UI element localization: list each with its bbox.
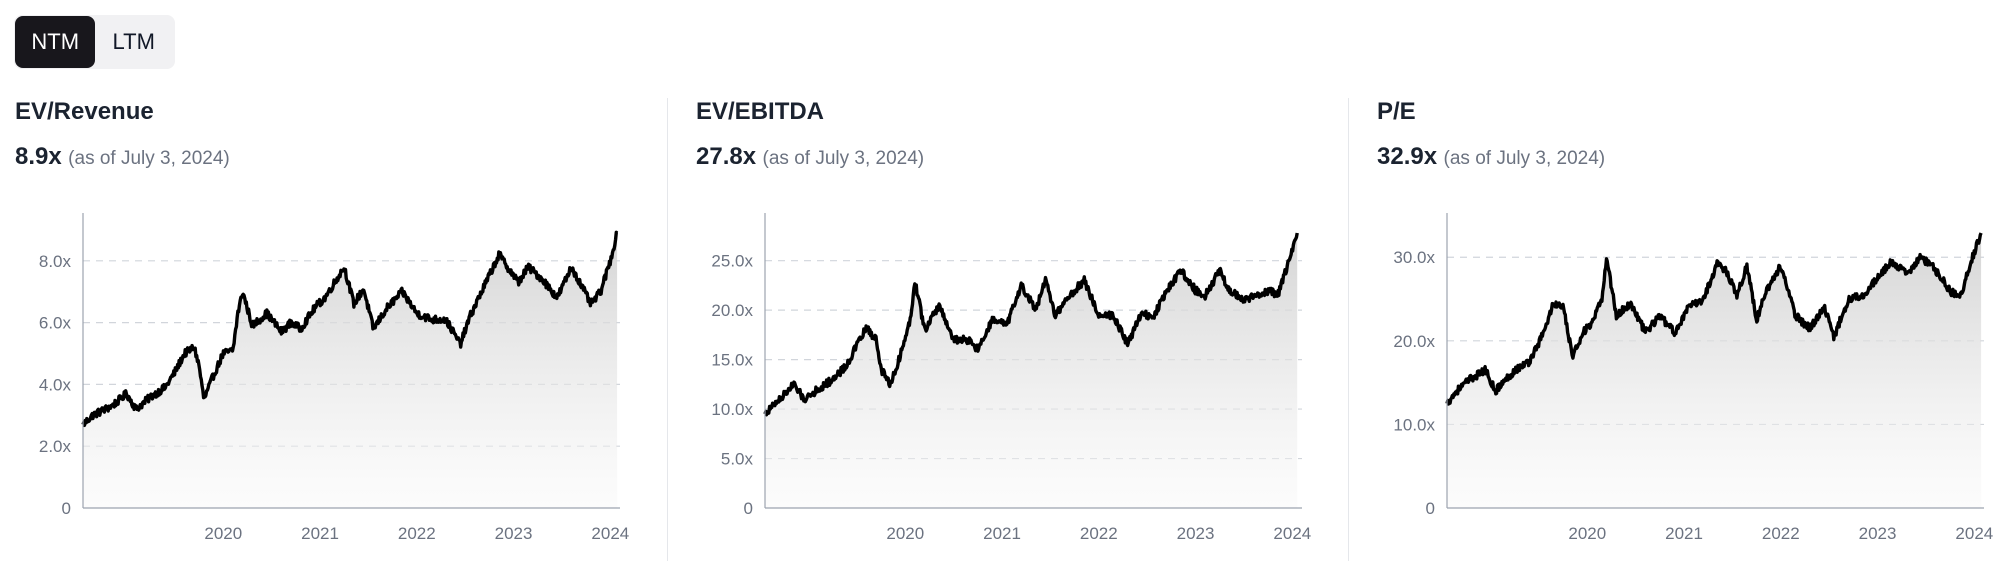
y-tick-label: 15.0x xyxy=(711,351,753,370)
x-tick-label: 2022 xyxy=(1762,524,1800,543)
x-tick-label: 2022 xyxy=(1080,524,1118,543)
panel-divider xyxy=(1348,98,1349,561)
y-tick-label: 10.0x xyxy=(711,400,753,419)
ev-revenue-value-line: 8.9x (as of July 3, 2024) xyxy=(15,143,230,171)
multiple-line xyxy=(81,230,619,428)
x-tick-label: 2023 xyxy=(1177,524,1215,543)
y-tick-label: 0 xyxy=(1426,499,1435,518)
x-tick-label: 2021 xyxy=(301,524,339,543)
y-tick-label: 0 xyxy=(62,499,71,518)
ev-ebitda-current-value: 27.8x xyxy=(696,143,757,170)
area-fill xyxy=(765,233,1298,508)
pe-chart: 0 10.0x 20.0x 30.0x 2020 2021 2022 2023 2024 xyxy=(1393,213,1993,543)
y-tick-label: 25.0x xyxy=(711,252,753,271)
x-tick-label: 2024 xyxy=(1273,524,1311,543)
y-tick-label: 4.0x xyxy=(39,375,72,394)
pe-title: P/E xyxy=(1377,98,1416,125)
y-tick-label: 20.0x xyxy=(711,301,753,320)
pe-current-value: 32.9x xyxy=(1377,143,1438,170)
area-fill xyxy=(1447,233,1982,508)
x-tick-label: 2023 xyxy=(495,524,533,543)
y-tick-label: 8.0x xyxy=(39,252,72,271)
multiple-line xyxy=(1445,232,1983,406)
ev-revenue-as-of-date: (as of July 3, 2024) xyxy=(68,148,230,169)
x-tick-label: 2023 xyxy=(1859,524,1897,543)
ntm-toggle-button[interactable]: NTM xyxy=(15,16,96,68)
y-tick-label: 6.0x xyxy=(39,314,72,333)
pe-value-line: 32.9x (as of July 3, 2024) xyxy=(1377,143,1605,171)
ev-revenue-chart: 0 2.0x 4.0x 6.0x 8.0x 2020 2021 2022 2023 2024 xyxy=(39,213,629,543)
x-tick-label: 2021 xyxy=(983,524,1021,543)
x-tick-label: 2020 xyxy=(886,524,924,543)
ev-ebitda-title: EV/EBITDA xyxy=(696,98,825,125)
multiple-line xyxy=(763,232,1299,417)
area-fill xyxy=(83,232,618,509)
x-tick-label: 2020 xyxy=(204,524,242,543)
panel-divider xyxy=(667,98,668,561)
x-tick-label: 2024 xyxy=(591,524,629,543)
y-tick-label: 30.0x xyxy=(1393,248,1435,267)
y-tick-label: 0 xyxy=(744,499,753,518)
x-tick-label: 2022 xyxy=(398,524,436,543)
x-tick-label: 2021 xyxy=(1665,524,1703,543)
y-tick-label: 10.0x xyxy=(1393,415,1435,434)
y-tick-label: 2.0x xyxy=(39,437,72,456)
y-tick-label: 5.0x xyxy=(721,450,754,469)
pe-as-of-date: (as of July 3, 2024) xyxy=(1443,148,1606,169)
ev-revenue-current-value: 8.9x xyxy=(15,143,62,170)
ev-ebitda-as-of-date: (as of July 3, 2024) xyxy=(762,148,925,169)
x-tick-label: 2020 xyxy=(1568,524,1606,543)
x-tick-label: 2024 xyxy=(1955,524,1993,543)
ev-ebitda-chart: 0 5.0x 10.0x 15.0x 20.0x 25.0x 2020 2021 2022 202… xyxy=(711,213,1311,543)
y-tick-label: 20.0x xyxy=(1393,332,1435,351)
metric-period-toggle: NTM LTM xyxy=(14,15,175,69)
ev-ebitda-value-line: 27.8x (as of July 3, 2024) xyxy=(696,143,924,171)
ev-revenue-title: EV/Revenue xyxy=(15,98,154,125)
ltm-toggle-button[interactable]: LTM xyxy=(112,29,155,54)
